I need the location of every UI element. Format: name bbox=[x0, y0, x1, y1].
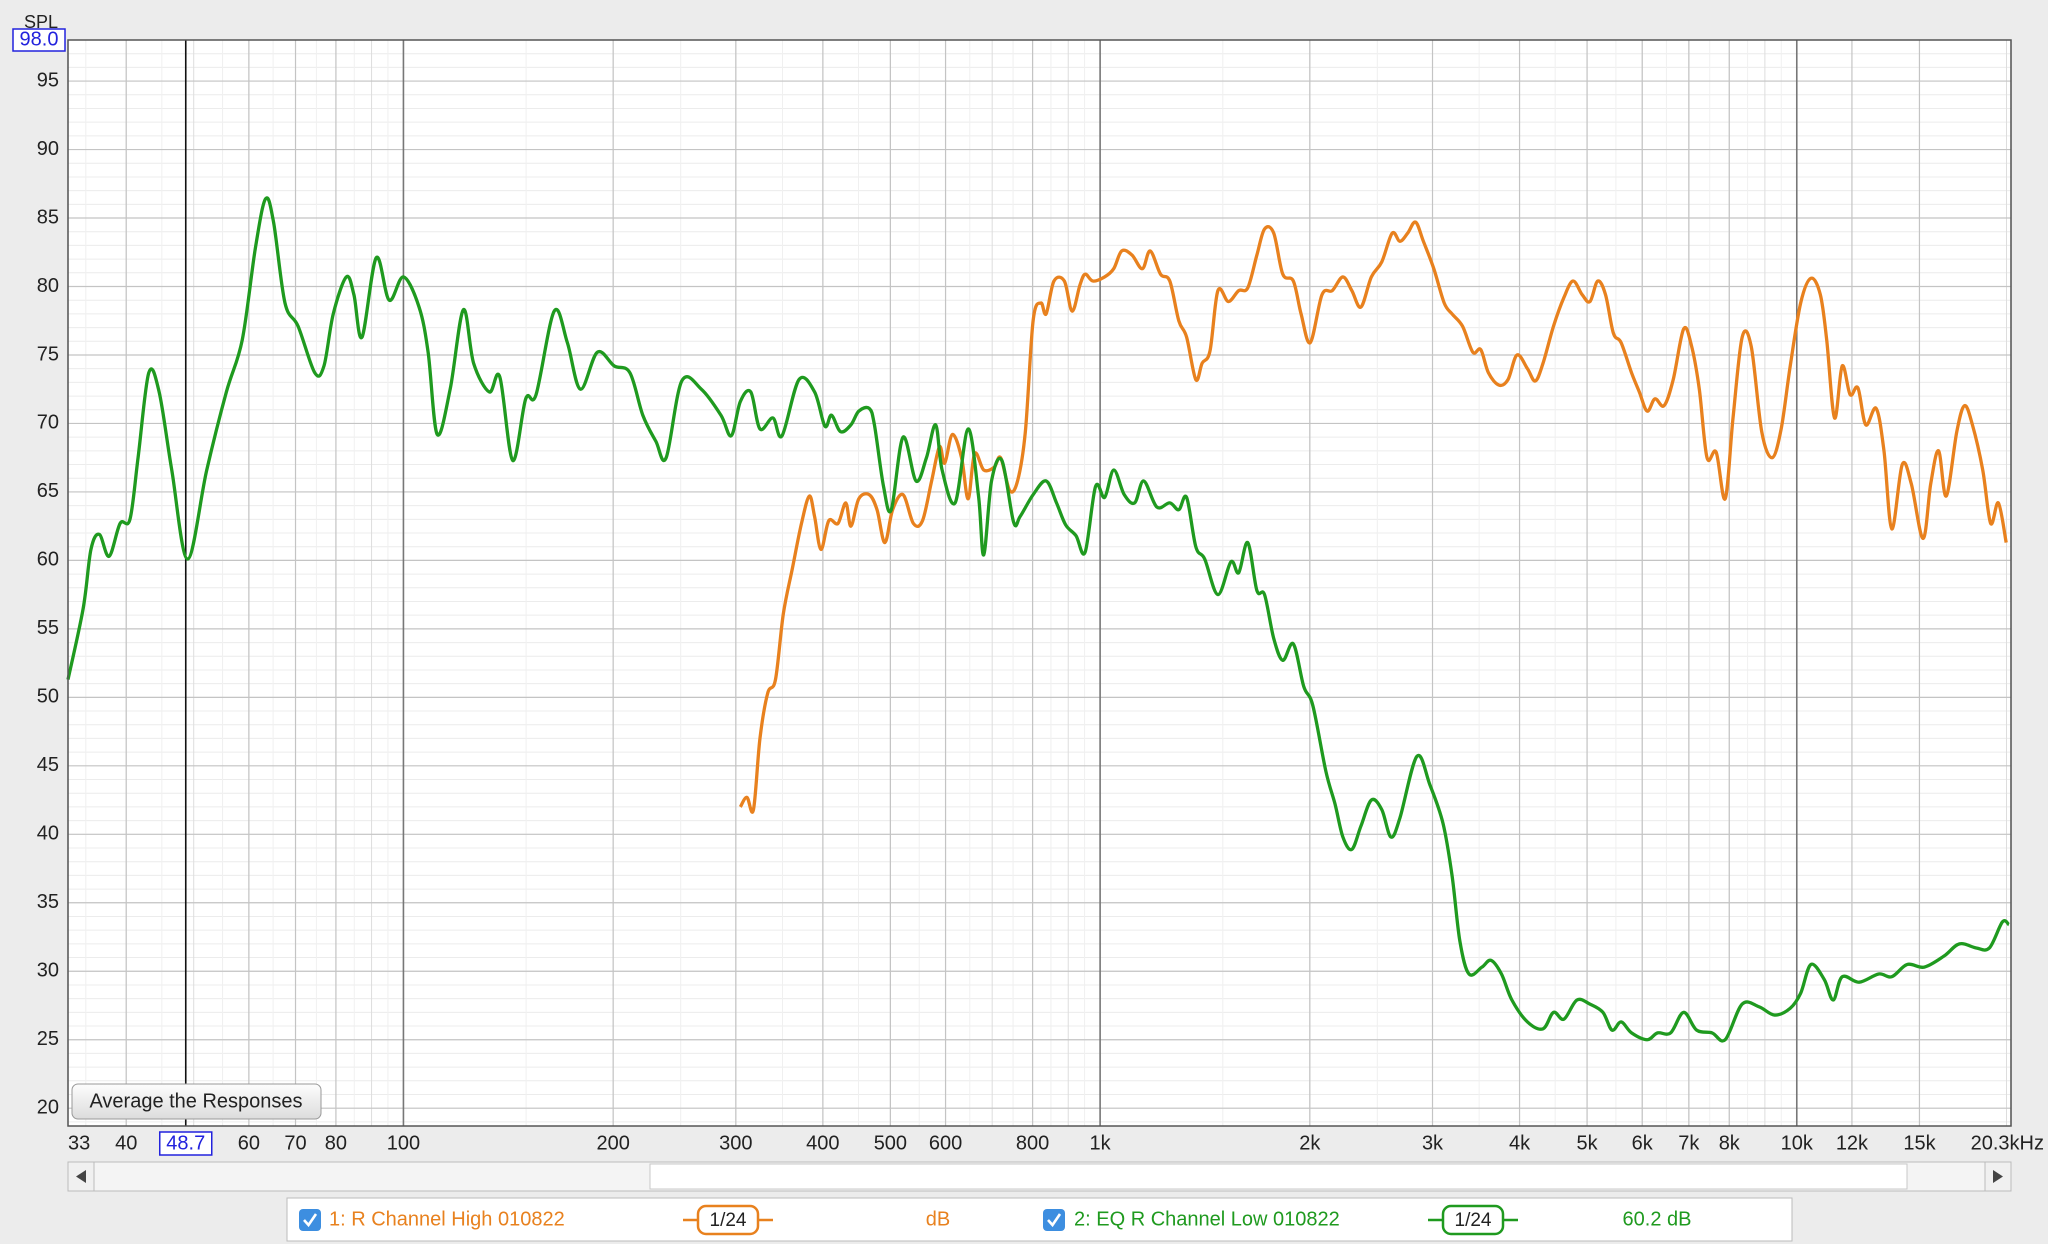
plot-area bbox=[68, 40, 2011, 1126]
x-tick-label: 800 bbox=[1016, 1132, 1049, 1154]
y-tick-label: 30 bbox=[37, 960, 59, 982]
legend-checkbox[interactable] bbox=[1043, 1209, 1065, 1231]
cursor-x-box bbox=[158, 1131, 213, 1156]
y-tick-label: 55 bbox=[37, 617, 59, 639]
x-tick-label: 1k bbox=[1090, 1132, 1112, 1154]
y-tick-label: 90 bbox=[37, 138, 59, 160]
labels: 20 25 30 35 40 45 50 55 60 65 70 75 80 85 90 95 33 40 60 70… bbox=[12, 28, 2044, 1156]
x-tick-label: 300 bbox=[719, 1132, 752, 1154]
response-curve bbox=[738, 220, 2008, 814]
x-tick-label: 5k bbox=[1576, 1132, 1598, 1154]
x-tick-label: 500 bbox=[874, 1132, 907, 1154]
x-tick-label: 33 bbox=[68, 1132, 90, 1154]
x-tick-label: 100 bbox=[387, 1132, 420, 1154]
checkmark bbox=[303, 1213, 318, 1228]
y-tick-label: 60 bbox=[37, 549, 59, 571]
y-tick-label: 65 bbox=[37, 480, 59, 502]
legend-label: 2: EQ R Channel Low 010822 bbox=[1074, 1208, 1340, 1230]
scroll-thumb[interactable] bbox=[649, 1163, 1908, 1190]
smoothing-box[interactable] bbox=[696, 1204, 760, 1236]
smoothing-label: 1/24 bbox=[710, 1210, 747, 1231]
x-tick-label: 8k bbox=[1719, 1132, 1741, 1154]
plot-frame bbox=[67, 39, 2012, 1127]
x-tick-label: 80 bbox=[325, 1132, 347, 1154]
grid bbox=[67, 40, 2012, 1126]
y-tick-label: 25 bbox=[37, 1028, 59, 1050]
legend-bar bbox=[286, 1197, 1793, 1242]
x-tick-label: 600 bbox=[929, 1132, 962, 1154]
y-tick-label: 40 bbox=[37, 823, 59, 845]
x-tick-label: 12k bbox=[1836, 1132, 1869, 1154]
cursor-y-box bbox=[12, 28, 66, 52]
x-tick-label: 40 bbox=[115, 1132, 137, 1154]
y-tick-label: 75 bbox=[37, 343, 59, 365]
x-tick-label: 200 bbox=[596, 1132, 629, 1154]
x-tick-label: 4k bbox=[1509, 1132, 1531, 1154]
y-tick-label: 85 bbox=[37, 206, 59, 228]
arrow-right bbox=[1993, 1170, 2003, 1183]
x-tick-label: 15k bbox=[1903, 1132, 1936, 1154]
y-tick-label: 20 bbox=[37, 1096, 59, 1118]
arrow-left bbox=[76, 1170, 86, 1183]
x-tick-label: 6k bbox=[1632, 1132, 1654, 1154]
legend-checkbox[interactable] bbox=[299, 1209, 321, 1231]
response-curve bbox=[66, 196, 2011, 1043]
cursor-y-label: 98.0 bbox=[20, 28, 59, 50]
x-tick-label: 10k bbox=[1781, 1132, 1814, 1154]
y-tick-label: 45 bbox=[37, 754, 59, 776]
legend-label: 1: R Channel High 010822 bbox=[329, 1208, 565, 1230]
smoothing-label: 1/24 bbox=[1455, 1210, 1492, 1231]
cursor-x-label: 48.7 bbox=[166, 1132, 205, 1154]
average-button[interactable]: Average the Responses bbox=[71, 1083, 322, 1120]
x-tick-label: 20.3kHz bbox=[1971, 1132, 2044, 1154]
button-label[interactable]: Average the Responses bbox=[89, 1090, 302, 1112]
y-tick-label: 95 bbox=[37, 69, 59, 91]
scrollbar[interactable] bbox=[67, 1161, 2012, 1192]
x-tick-label: 400 bbox=[806, 1132, 839, 1154]
y-axis-label: SPL bbox=[24, 12, 58, 32]
smoothing-box[interactable] bbox=[1441, 1204, 1505, 1236]
x-tick-label: 3k bbox=[1422, 1132, 1444, 1154]
readout: 60.2 dB bbox=[1623, 1208, 1692, 1230]
button-frame[interactable] bbox=[71, 1083, 322, 1120]
y-tick-label: 50 bbox=[37, 686, 59, 708]
y-tick-label: 35 bbox=[37, 891, 59, 913]
x-tick-label: 60 bbox=[238, 1132, 260, 1154]
curves bbox=[66, 196, 2011, 1043]
x-tick-label: 2k bbox=[1299, 1132, 1321, 1154]
checkmark bbox=[1047, 1213, 1062, 1228]
y-tick-label: 70 bbox=[37, 412, 59, 434]
readout: dB bbox=[926, 1208, 950, 1230]
x-tick-label: 70 bbox=[284, 1132, 306, 1154]
x-tick-label: 7k bbox=[1678, 1132, 1700, 1154]
legend: 1: R Channel High 010822 1/24 dB 2: EQ R Ch… bbox=[299, 1204, 1692, 1236]
y-tick-label: 80 bbox=[37, 275, 59, 297]
